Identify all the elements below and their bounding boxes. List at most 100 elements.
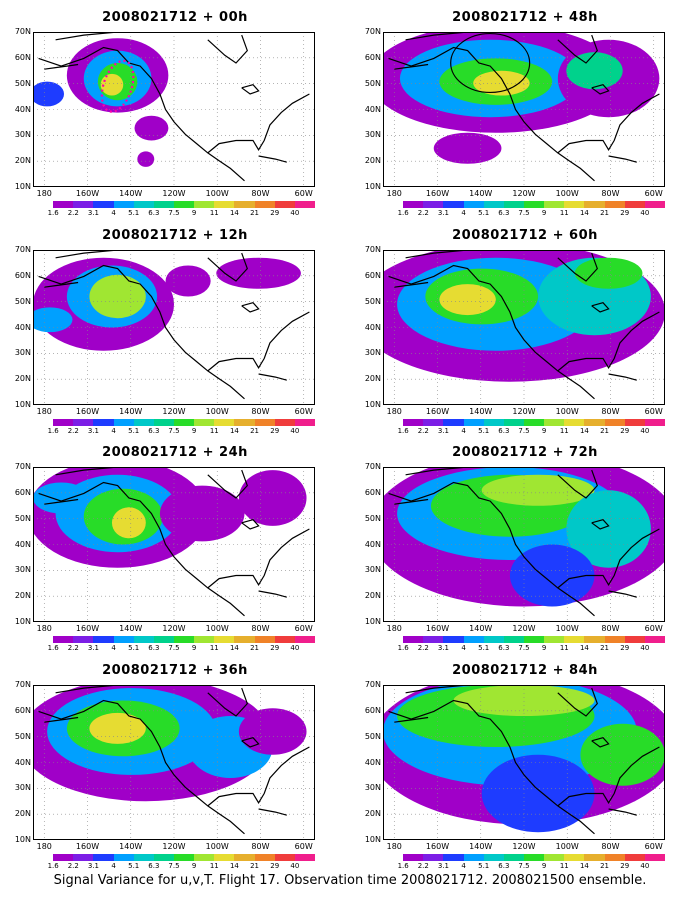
colorbar-label: 2.2 — [417, 209, 429, 217]
lon-tick-label: 160W — [75, 407, 100, 416]
colorbar-label: 2.2 — [67, 209, 79, 217]
coastline — [38, 699, 245, 835]
colorbar-segment — [173, 636, 195, 643]
coastline — [258, 590, 287, 598]
lon-tick-label: 80W — [601, 842, 620, 851]
colorbar-label: 29 — [270, 427, 280, 435]
lon-tick-label: 100W — [555, 407, 579, 416]
map-frame — [383, 467, 665, 622]
variance-contour — [433, 132, 502, 164]
lon-tick-label: 60W — [294, 842, 313, 851]
lon-tick-label: 160W — [425, 842, 450, 851]
lat-tick-label: 30N — [364, 783, 381, 793]
coastline — [557, 687, 598, 717]
lat-tick-label: 10N — [364, 400, 381, 409]
colorbar-label: 40 — [290, 862, 300, 870]
variance-contour — [165, 265, 211, 297]
colorbar — [33, 636, 315, 643]
map-frame — [33, 467, 315, 622]
coastline — [258, 808, 287, 816]
colorbar-label: 29 — [270, 209, 280, 217]
lat-tick-label: 50N — [364, 296, 381, 306]
coastline — [557, 746, 660, 807]
colorbar-segment — [73, 419, 94, 426]
coastline — [241, 302, 260, 313]
variance-contour — [33, 81, 65, 107]
colorbar-label: 5.1 — [478, 209, 490, 217]
lon-tick-label: 180 — [386, 842, 402, 851]
colorbar-label: 1.6 — [397, 209, 409, 217]
colorbar-segment — [113, 419, 134, 426]
map-panel: 2008021712 + 72h 70N 60N 50N 40N 30N 20N 10N 180… — [350, 435, 700, 655]
colorbar — [33, 854, 315, 861]
lat-tick-label: 40N — [364, 757, 381, 767]
lon-tick-label: 60W — [644, 189, 663, 198]
colorbar-segment — [53, 636, 74, 643]
variance-contour — [89, 712, 146, 744]
lon-tick-label: 140W — [119, 407, 143, 416]
variance-map — [33, 685, 315, 840]
lat-tick-label: 40N — [14, 539, 31, 549]
colorbar-segment — [383, 854, 404, 861]
colorbar-label: 4 — [461, 427, 466, 435]
colorbar-segment — [254, 636, 275, 643]
colorbar-label: 40 — [290, 209, 300, 217]
colorbar-segment — [503, 201, 524, 208]
lon-tick-label: 80W — [601, 407, 620, 416]
lat-tick-label: 10N — [14, 182, 31, 191]
lon-tick-label: 100W — [555, 624, 579, 633]
colorbar-label: 29 — [620, 209, 630, 217]
coastline — [388, 264, 595, 400]
colorbar-label: 6.3 — [148, 644, 160, 652]
colorbar-label: 2.2 — [67, 644, 79, 652]
colorbar-segment — [423, 419, 444, 426]
lat-tick-label: 40N — [364, 104, 381, 114]
variance-map — [383, 32, 665, 187]
lon-tick-label: 60W — [294, 189, 313, 198]
lon-tick-label: 140W — [119, 624, 143, 633]
colorbar-segment — [624, 854, 645, 861]
colorbar-label: 14 — [579, 427, 589, 435]
variance-contour — [574, 257, 643, 289]
variance-contour — [566, 52, 623, 90]
colorbar-segment — [153, 854, 174, 861]
colorbar-segment — [403, 419, 424, 426]
variance-contour — [100, 73, 124, 96]
colorbar-segment — [544, 201, 565, 208]
colorbar-label: 1.6 — [397, 862, 409, 870]
colorbar-label: 6.3 — [498, 427, 510, 435]
colorbar-segment — [173, 419, 195, 426]
lat-tick-label: 50N — [14, 731, 31, 741]
variance-contour — [33, 307, 73, 333]
colorbar-label: 3.1 — [437, 644, 449, 652]
colorbar-segment — [73, 201, 94, 208]
colorbar-segment — [443, 419, 464, 426]
variance-contour — [111, 507, 146, 539]
colorbar-segment — [294, 854, 315, 861]
colorbar-segment — [523, 854, 545, 861]
panel-title: 2008021712 + 00h — [102, 10, 248, 25]
lon-tick-label: 100W — [205, 189, 229, 198]
coastline — [591, 737, 610, 748]
colorbar-label: 21 — [250, 862, 260, 870]
lat-tick-label: 40N — [14, 322, 31, 332]
lat-tick-label: 40N — [14, 757, 31, 767]
lon-tick-label: 100W — [205, 842, 229, 851]
colorbar-segment — [644, 636, 665, 643]
colorbar-segment — [443, 636, 464, 643]
colorbar-label: 14 — [579, 644, 589, 652]
highlight-circle — [450, 32, 531, 94]
colorbar-segment — [584, 201, 605, 208]
colorbar-segment — [463, 636, 484, 643]
colorbar-label: 11 — [209, 862, 219, 870]
colorbar-label: 14 — [229, 644, 239, 652]
colorbar-segment — [503, 419, 524, 426]
lat-tick-label: 10N — [14, 400, 31, 409]
colorbar-segment — [483, 201, 504, 208]
lon-tick-label: 120W — [512, 842, 536, 851]
colorbar-label: 3.1 — [87, 644, 99, 652]
colorbar-segment — [564, 201, 585, 208]
lon-tick-label: 140W — [469, 407, 493, 416]
lat-tick-label: 70N — [364, 245, 381, 254]
map-frame — [33, 250, 315, 405]
